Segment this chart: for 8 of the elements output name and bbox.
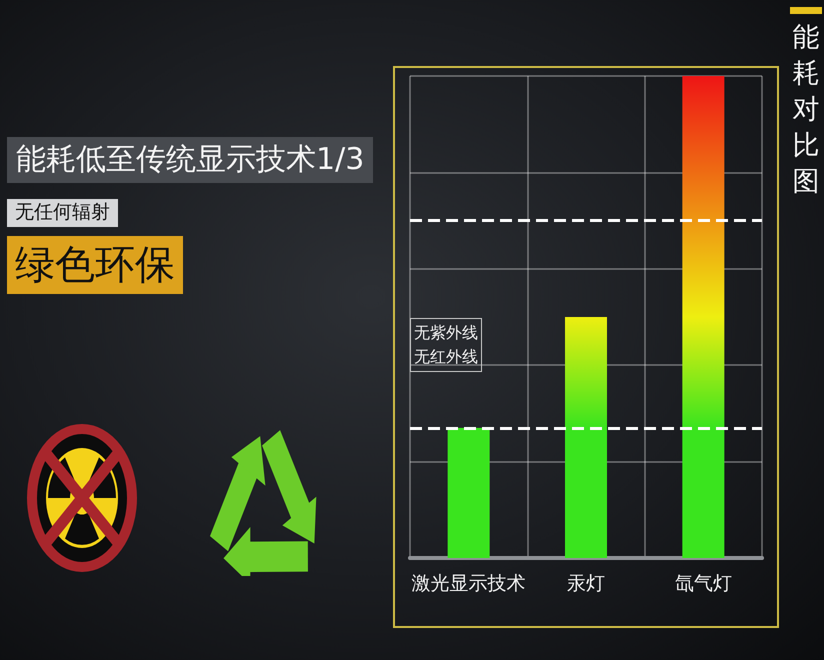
annotation: 无紫外线无红外线 xyxy=(410,318,482,372)
x-tick-label: 汞灯 xyxy=(567,572,605,594)
x-tick-label: 氙气灯 xyxy=(674,572,732,594)
x-tick-label: 激光显示技术 xyxy=(412,572,526,594)
text: 能耗低至传统显示技术1/3 xyxy=(7,137,374,182)
text: 能耗对比图 xyxy=(792,21,820,199)
text: 无任何辐射 xyxy=(7,199,118,227)
text: 绿色环保 xyxy=(7,236,183,294)
